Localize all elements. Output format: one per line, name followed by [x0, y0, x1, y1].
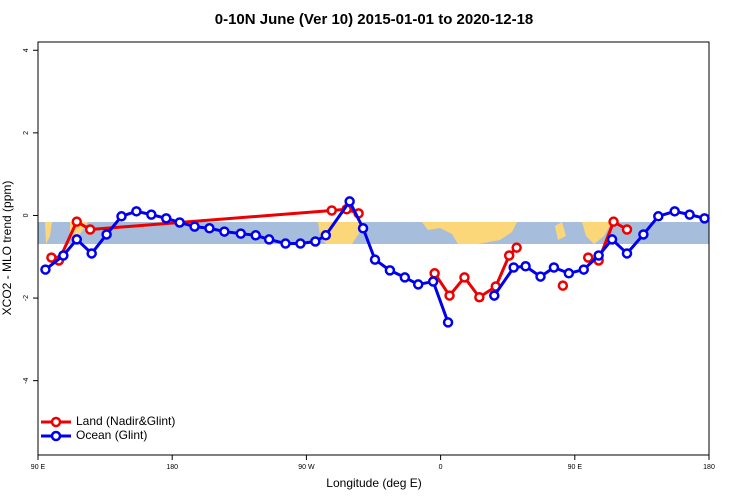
point	[684, 209, 695, 220]
x-tick-label: 90 E	[31, 464, 46, 471]
point	[535, 271, 546, 282]
land-shape	[422, 222, 517, 244]
point	[160, 213, 172, 224]
point	[474, 291, 485, 303]
point	[508, 262, 519, 273]
point	[116, 211, 127, 222]
point	[429, 268, 440, 279]
x-tick-label: 0	[439, 464, 443, 471]
land-shape	[555, 222, 612, 244]
point	[442, 317, 454, 328]
x-tick-label: 90 W	[298, 464, 315, 471]
point	[295, 238, 306, 249]
x-tick-label: 90 E	[568, 464, 583, 471]
point	[71, 216, 83, 227]
point	[357, 223, 369, 234]
point	[84, 224, 96, 235]
x-tick-label: 180	[703, 464, 715, 471]
legend-label: Ocean (Glint)	[76, 428, 147, 442]
point	[40, 264, 51, 275]
point	[384, 265, 396, 276]
point	[235, 228, 247, 239]
point	[621, 224, 633, 235]
point	[344, 196, 355, 207]
point	[250, 230, 261, 241]
point	[174, 217, 185, 228]
point	[582, 252, 594, 263]
point	[557, 280, 569, 291]
legend-label: Land (Nadir&Glint)	[76, 414, 175, 428]
point	[578, 264, 589, 275]
point	[310, 236, 321, 247]
legend-marker	[50, 430, 62, 442]
point	[280, 238, 291, 249]
point	[320, 230, 332, 241]
point	[699, 213, 710, 224]
point	[621, 248, 633, 259]
point	[58, 250, 69, 261]
point	[189, 221, 200, 232]
point	[146, 209, 157, 220]
x-tick-label: 180	[166, 464, 178, 471]
legend-marker	[50, 416, 62, 428]
y-axis-label: XCO2 - MLO trend (ppm)	[0, 181, 14, 316]
y-tick-label: 4	[23, 48, 30, 52]
x-axis-label: Longitude (deg E)	[326, 476, 421, 490]
point	[503, 250, 515, 261]
point	[204, 223, 215, 234]
point	[326, 205, 337, 216]
point	[101, 229, 112, 240]
point	[399, 272, 411, 283]
point	[638, 229, 649, 240]
plot-frame	[37, 41, 710, 456]
point	[669, 206, 680, 217]
point	[444, 290, 455, 301]
point	[71, 234, 83, 245]
point	[563, 268, 575, 279]
point	[606, 234, 618, 245]
y-tick-label: -4	[23, 377, 30, 383]
y-tick-label: 2	[23, 131, 30, 135]
y-tick-label: 0	[23, 213, 30, 217]
point	[520, 261, 531, 272]
y-tick-label: -2	[23, 295, 30, 301]
point	[219, 226, 230, 237]
point	[489, 290, 500, 301]
point	[86, 248, 97, 259]
point	[593, 250, 604, 261]
point	[459, 272, 470, 283]
point	[608, 216, 619, 227]
point	[548, 262, 560, 273]
point	[511, 242, 522, 253]
chart-title: 0-10N June (Ver 10) 2015-01-01 to 2020-1…	[215, 11, 534, 28]
point	[369, 254, 381, 265]
point	[427, 276, 439, 287]
point	[263, 234, 275, 245]
point	[653, 211, 664, 222]
point	[131, 206, 142, 217]
point	[412, 279, 424, 290]
